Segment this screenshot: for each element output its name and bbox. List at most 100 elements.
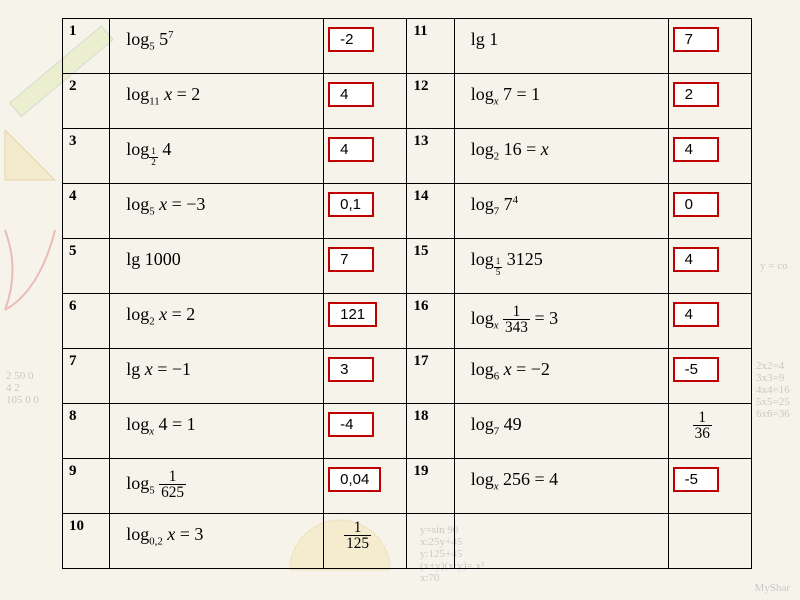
row-number: 11 [407,19,454,74]
answer-cell [668,514,751,569]
expression-cell: lg 1000 [110,239,324,294]
answer-box: 4 [673,137,719,162]
expression-cell: log6 x = −2 [454,349,668,404]
math-expression: log7 49 [461,408,662,438]
answer-cell: 0 [668,184,751,239]
answer-box: -5 [673,357,719,382]
math-expression: logx 7 = 1 [461,78,662,108]
answer-cell: 0,1 [324,184,407,239]
table-row: 8logx 4 = 1-418log7 49136 [63,404,752,459]
answer-cell: 2 [668,74,751,129]
answer-box: 7 [673,27,719,52]
expression-cell: log12 4 [110,129,324,184]
math-expression: log0,2 x = 3 [116,518,317,548]
expression-cell: lg x = −1 [110,349,324,404]
table-row: 5lg 1000715log15 31254 [63,239,752,294]
table-row: 3log12 4413log2 16 = x4 [63,129,752,184]
row-number: 14 [407,184,454,239]
answer-cell: 3 [324,349,407,404]
table-row: 2log11 x = 2412logx 7 = 12 [63,74,752,129]
math-expression: logx 4 = 1 [116,408,317,438]
answer-box: 2 [673,82,719,107]
math-expression: log11 x = 2 [116,78,317,108]
math-expression [461,518,662,524]
answer-box: 0 [673,192,719,217]
math-expression: log7 74 [461,188,662,218]
expression-cell: logx 256 = 4 [454,459,668,514]
expression-cell: logx 7 = 1 [454,74,668,129]
math-expression: log5 x = −3 [116,188,317,218]
row-number: 12 [407,74,454,129]
logarithm-table: 1log5 57-211lg 172log11 x = 2412logx 7 =… [62,18,752,569]
answer-box: 0,1 [328,192,374,217]
answer-box: 121 [328,302,377,327]
table-row: 9log5 1625 0,04 19logx 256 = 4-5 [63,459,752,514]
bg-formula: 2x2=43x3=94x4=165x5=256x6=36 [756,360,790,420]
row-number: 10 [63,514,110,569]
row-number: 19 [407,459,454,514]
expression-cell: log2 16 = x [454,129,668,184]
math-expression: log12 4 [116,133,317,167]
expression-cell: logx 1343 = 3 [454,294,668,349]
answer-cell: 0,04 [324,459,407,514]
expression-cell: log5 x = −3 [110,184,324,239]
answer-cell: 4 [668,294,751,349]
row-number: 15 [407,239,454,294]
answer-box: 4 [328,82,374,107]
expression-cell: lg 1 [454,19,668,74]
row-number: 13 [407,129,454,184]
row-number: 2 [63,74,110,129]
math-expression: lg 1000 [116,243,317,270]
row-number: 1 [63,19,110,74]
answer-box: -4 [328,412,374,437]
bg-formula: 2 50 04 2105 0 0 [6,370,39,406]
answer-cell: 121 [324,294,407,349]
answer-cell: -5 [668,459,751,514]
row-number: 6 [63,294,110,349]
expression-cell: log7 49 [454,404,668,459]
watermark: MyShar [755,582,790,594]
answer-box: 4 [328,137,374,162]
answer-value: 136 [675,408,745,442]
row-number: 8 [63,404,110,459]
answer-cell: 136 [668,404,751,459]
math-expression: log5 57 [116,23,317,53]
answer-box: 0,04 [328,467,381,492]
row-number: 9 [63,459,110,514]
answer-cell: -2 [324,19,407,74]
answer-box: -5 [673,467,719,492]
math-expression: log2 x = 2 [116,298,317,328]
table-row: 6log2 x = 2 121 16logx 1343 = 34 [63,294,752,349]
answer-cell: -4 [324,404,407,459]
math-expression: lg x = −1 [116,353,317,380]
triangle-icon [0,120,60,190]
row-number: 16 [407,294,454,349]
answer-cell: 7 [324,239,407,294]
graph-icon [0,220,60,320]
expression-cell: log2 x = 2 [110,294,324,349]
math-expression: log5 1625 [116,463,317,501]
expression-cell: log7 74 [454,184,668,239]
row-number: 17 [407,349,454,404]
row-number: 5 [63,239,110,294]
answer-cell: 4 [668,129,751,184]
math-expression: log15 3125 [461,243,662,277]
table-row: 7lg x = −1 3 17log6 x = −2 -5 [63,349,752,404]
row-number: 7 [63,349,110,404]
math-expression: log6 x = −2 [461,353,662,383]
math-expression: lg 1 [461,23,662,50]
expression-cell: log11 x = 2 [110,74,324,129]
table-row: 10log0,2 x = 3 1125 [63,514,752,569]
answer-cell: 4 [324,129,407,184]
answer-cell: 4 [324,74,407,129]
row-number: 3 [63,129,110,184]
expression-cell: logx 4 = 1 [110,404,324,459]
answer-box: 7 [328,247,374,272]
math-expression: logx 1343 = 3 [461,298,662,336]
answer-cell: 1125 [324,514,407,569]
bg-formula: y = co [760,260,788,272]
expression-cell [454,514,668,569]
table-row: 1log5 57-211 lg 1 7 [63,19,752,74]
answer-box: 3 [328,357,374,382]
answer-value: 1125 [330,518,400,552]
